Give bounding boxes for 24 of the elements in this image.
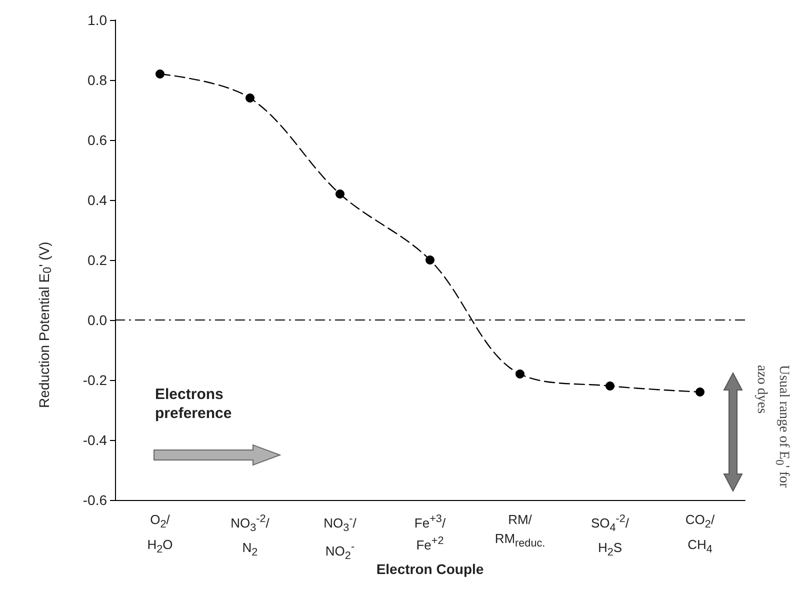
x-axis-title: Electron Couple: [376, 561, 484, 577]
x-tick-label: O$_{2}$/ H$_{2}$O: [146, 511, 174, 558]
category-label: SO$_{4}$$^{-2}$/ H$_{2}$S: [590, 513, 630, 559]
y-tick-label: 0.2: [88, 252, 108, 268]
category-label: NO$_{3}$$^{-2}$/ N$_{2}$: [230, 513, 270, 559]
y-tick-label: -0.4: [82, 432, 108, 448]
point: [426, 256, 434, 264]
y-tick-label: 0.0: [88, 312, 108, 328]
y-tick-label: 1.0: [88, 12, 108, 28]
y-tick-label: 0.4: [88, 192, 108, 208]
point: [606, 382, 614, 390]
point: [156, 70, 164, 78]
x-tick-label: CO$_{2}$/ CH$_{4}$: [684, 511, 716, 558]
y-tick-label: 0.8: [88, 72, 108, 88]
point: [696, 388, 704, 396]
point: [336, 190, 344, 198]
y-tick-label: -0.6: [82, 492, 108, 508]
point: [246, 94, 254, 102]
x-tick-label: RM/ RM$_{reduc.}$: [494, 511, 546, 552]
y-tick-label: -0.2: [82, 372, 108, 388]
x-tick-label: Fe$^{+3}$/ Fe$^{+2}$: [413, 512, 447, 555]
annotation: Electrons preference: [155, 386, 232, 422]
y-tick-label: 0.6: [88, 132, 108, 148]
point: [516, 370, 524, 378]
